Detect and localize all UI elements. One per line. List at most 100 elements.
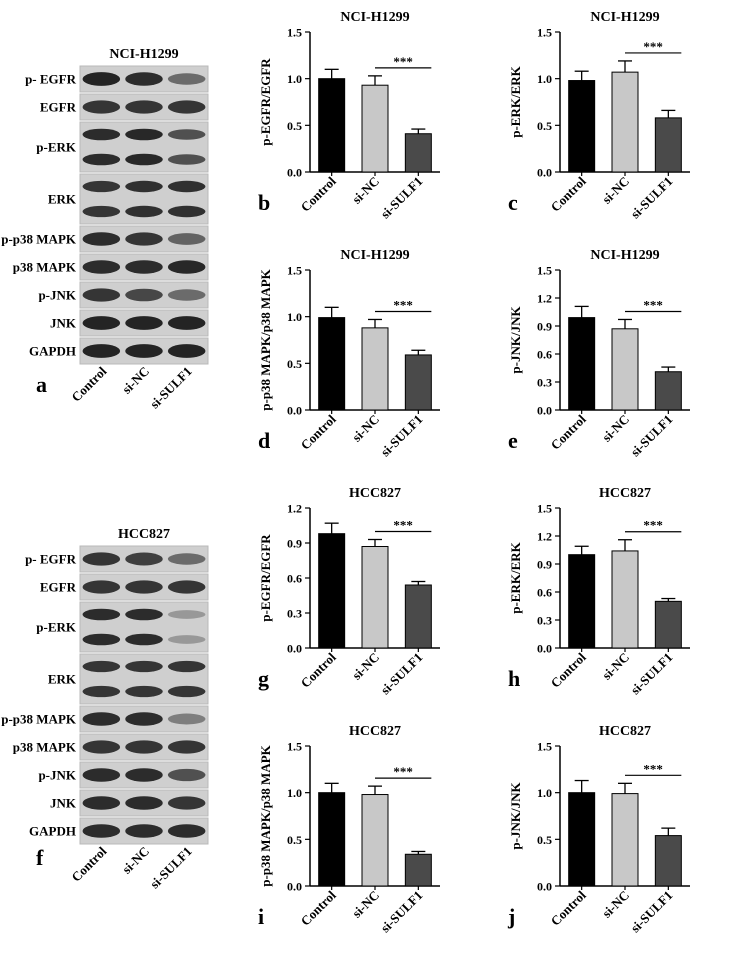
blot-band <box>82 685 121 698</box>
significance-label: *** <box>393 764 413 779</box>
blot-svg: HCC827 p- EGFR EGFR p-ERK ERK p-p38 MAPK p38 M… <box>1 527 209 891</box>
chart-svg: NCI-H1299 0.0 0.3 0.6 0.9 1.2 1.5 p-JNK/JNK Cont… <box>508 248 690 459</box>
y-axis-label: p-JNK/JNK <box>508 306 523 374</box>
bar <box>318 792 346 887</box>
blot-row-label: p-p38 MAPK <box>1 712 77 727</box>
blot-band <box>82 768 121 782</box>
bar <box>654 117 682 173</box>
blot-band <box>125 712 163 726</box>
x-tick-label: Control <box>298 649 339 690</box>
blot-band <box>167 685 206 698</box>
x-tick-label: si-NC <box>349 174 382 207</box>
bar <box>568 317 596 411</box>
y-tick-label: 0.6 <box>537 348 552 362</box>
blot-band <box>125 580 163 594</box>
blot-band <box>82 552 121 566</box>
y-tick-label: 0.3 <box>287 607 302 621</box>
blot-band <box>167 289 206 301</box>
y-tick-label: 0.5 <box>537 833 552 847</box>
y-tick-label: 0.6 <box>537 586 552 600</box>
panel-letter: b <box>258 190 270 215</box>
blot-band <box>167 740 206 754</box>
y-axis-label: p-ERK/ERK <box>508 541 523 613</box>
chart-title: HCC827 <box>599 486 651 501</box>
bar <box>611 793 639 887</box>
bar <box>404 584 432 649</box>
blot-band <box>125 768 163 782</box>
y-tick-label: 1.2 <box>537 292 552 306</box>
chart-title: HCC827 <box>349 724 401 739</box>
y-tick-label: 0.3 <box>537 614 552 628</box>
blot-row-label: ERK <box>48 672 77 687</box>
x-tick-label: si-NC <box>349 888 382 921</box>
blot-lane-label: si-SULF1 <box>147 844 195 890</box>
y-axis-label: p-ERK/ERK <box>508 65 523 137</box>
bar <box>568 80 596 173</box>
y-tick-label: 1.5 <box>537 502 552 516</box>
blot-band <box>82 796 121 810</box>
blot-band <box>125 260 163 274</box>
blot-lane-label: Control <box>68 363 109 404</box>
bar <box>611 550 639 649</box>
blot-band <box>167 553 206 565</box>
panel-letter-f: f <box>36 845 44 870</box>
blot-band <box>167 260 206 274</box>
chart-title: NCI-H1299 <box>590 10 659 25</box>
panel-letter: h <box>508 666 520 691</box>
blot-band <box>125 740 163 754</box>
bar <box>318 317 346 411</box>
x-tick-label: si-NC <box>599 174 632 207</box>
blot-band <box>125 153 163 166</box>
blot-row-label: JNK <box>50 796 77 811</box>
blot-lane-label: si-NC <box>119 364 152 397</box>
x-tick-label: si-NC <box>599 650 632 683</box>
significance-label: *** <box>643 761 663 776</box>
blot-band <box>82 153 121 166</box>
y-tick-label: 1.5 <box>537 264 552 278</box>
x-tick-label: Control <box>298 411 339 452</box>
y-tick-label: 0.9 <box>537 558 552 572</box>
y-tick-label: 0.5 <box>287 357 302 371</box>
blot-row-label: p-JNK <box>38 288 76 303</box>
bar <box>611 71 639 173</box>
chart-title: HCC827 <box>349 486 401 501</box>
blot-lane-label: si-SULF1 <box>147 364 195 410</box>
chart-svg: NCI-H1299 0.0 0.5 1.0 1.5 p-ERK/ERK Control si-… <box>508 10 690 221</box>
blot-band <box>167 635 206 644</box>
chart-svg: NCI-H1299 0.0 0.5 1.0 1.5 p-EGFR/EGFR Control s… <box>258 10 440 222</box>
x-tick-label: si-NC <box>599 888 632 921</box>
x-tick-label: Control <box>548 173 589 214</box>
bar-chart-h: HCC827 0.0 0.3 0.6 0.9 1.2 1.5 p-ERK/ERK Control… <box>500 476 756 714</box>
bar <box>318 533 346 649</box>
y-tick-label: 1.0 <box>287 310 302 324</box>
blot-band <box>167 580 206 594</box>
blot-band <box>125 128 163 141</box>
y-tick-label: 0.0 <box>287 880 302 894</box>
y-axis-label: p-EGFR/EGFR <box>258 534 273 622</box>
blot-band <box>125 316 163 330</box>
blot-row-label: p-ERK <box>36 140 77 155</box>
panel-letter: d <box>258 428 270 453</box>
y-axis-label: p-JNK/JNK <box>508 782 523 850</box>
y-tick-label: 1.5 <box>287 264 302 278</box>
significance-label: *** <box>393 518 413 533</box>
y-tick-label: 1.5 <box>537 26 552 40</box>
bar <box>611 328 639 411</box>
blot-band <box>167 180 206 193</box>
y-tick-label: 0.0 <box>537 880 552 894</box>
blot-row-label: p-JNK <box>38 768 76 783</box>
y-tick-label: 0.5 <box>287 833 302 847</box>
x-tick-label: si-SULF1 <box>378 174 426 222</box>
blot-band <box>167 796 206 810</box>
blot-band <box>167 660 206 673</box>
bar-chart-j: HCC827 0.0 0.5 1.0 1.5 p-JNK/JNK Control si-NC s… <box>500 714 756 952</box>
blot-band <box>82 72 121 86</box>
blot-row-label: ERK <box>48 192 77 207</box>
bar <box>361 327 389 411</box>
chart-title: NCI-H1299 <box>340 248 409 263</box>
blot-band <box>125 72 163 86</box>
x-tick-label: si-SULF1 <box>378 650 426 698</box>
blot-band <box>167 768 206 782</box>
bar <box>654 371 682 411</box>
bar <box>404 853 432 887</box>
